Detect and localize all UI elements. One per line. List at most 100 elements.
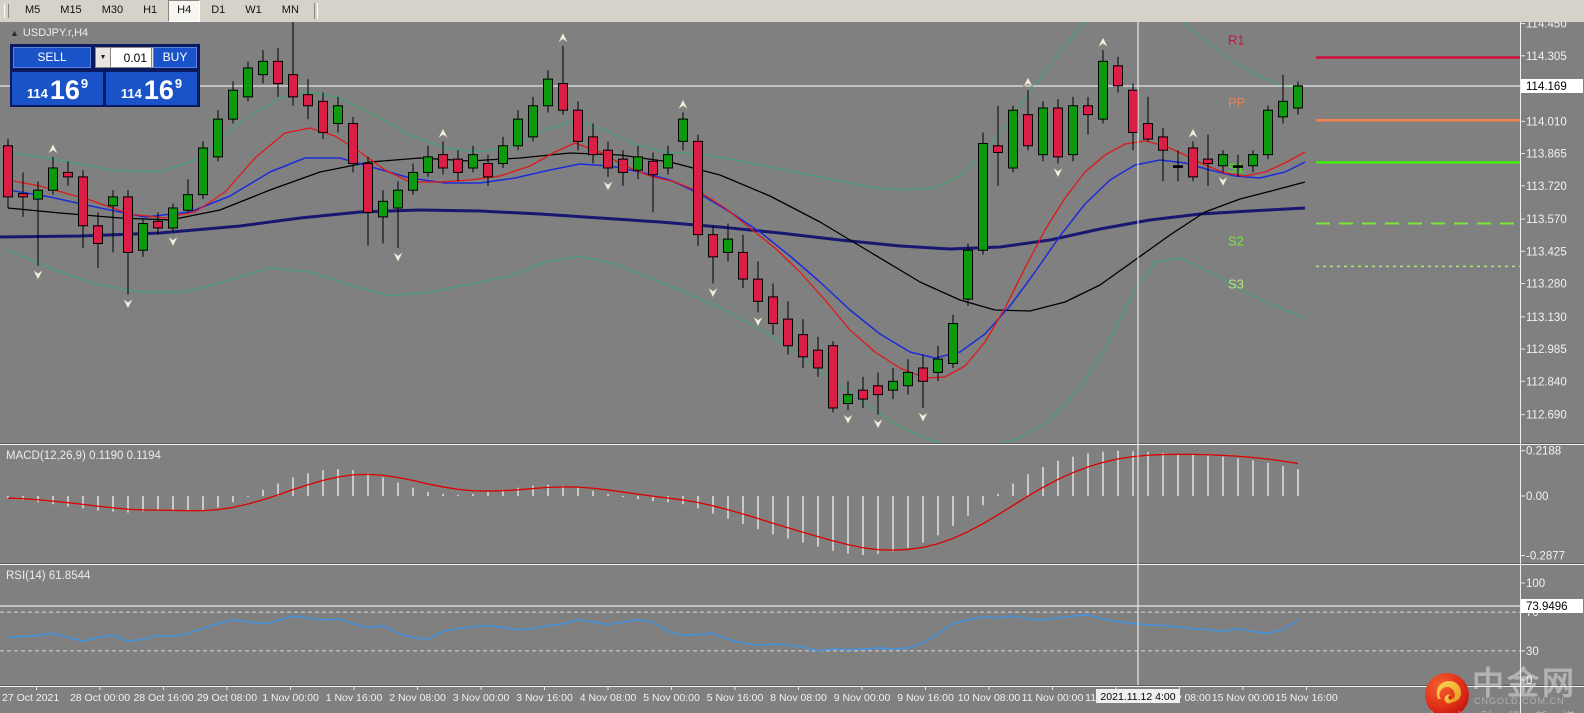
candle-body-up xyxy=(423,156,433,173)
candle-body-down xyxy=(483,163,493,178)
fractal-down-arrow-icon xyxy=(32,269,44,281)
time-tick-label: 29 Oct 08:00 xyxy=(197,692,257,704)
macd-histogram-bar xyxy=(1057,460,1059,496)
time-tick-label: 2 Nov 08:00 xyxy=(389,692,446,704)
pivot-label-S3: S3 xyxy=(1228,276,1244,291)
time-tick-label: 9 Nov 16:00 xyxy=(897,692,954,704)
macd-histogram-bar xyxy=(1042,467,1044,496)
macd-histogram-bar xyxy=(52,496,54,505)
macd-histogram-bar xyxy=(262,489,264,496)
macd-histogram-bar xyxy=(847,496,849,554)
macd-histogram-bar xyxy=(1177,453,1179,496)
candle-body-down xyxy=(18,193,28,198)
price-tick-label: 112.985 xyxy=(1526,344,1567,356)
candle-body-up xyxy=(468,154,478,169)
macd-histogram-bar xyxy=(1252,460,1254,496)
candle-body-up xyxy=(138,223,148,251)
candle-body-down xyxy=(1233,165,1243,168)
timeframe-button-H4[interactable]: H4 xyxy=(168,0,201,22)
chart-window[interactable]: ▲USDJPY.r,H4 SELL ▼ 0.01 ▲ BUY 114 16 9 … xyxy=(0,22,1584,713)
macd-histogram-bar xyxy=(82,496,84,509)
fractal-down-arrow-icon xyxy=(602,180,614,192)
candle-body-down xyxy=(1143,123,1153,140)
macd-histogram-bar xyxy=(712,496,714,514)
sell-button[interactable]: SELL xyxy=(13,47,91,68)
macd-histogram-bar xyxy=(232,496,234,503)
macd-histogram-bar xyxy=(412,487,414,496)
fractal-up-arrow-icon xyxy=(437,127,449,139)
macd-histogram-bar xyxy=(592,490,594,496)
toolbar-separator xyxy=(313,3,318,19)
candle-body-up xyxy=(513,118,523,147)
bid-price-display[interactable]: 114 16 9 xyxy=(12,72,103,105)
candle-body-down xyxy=(873,385,883,396)
timeframe-toolbar: M5 M15 M30 H1 H4 D1 W1 MN xyxy=(0,0,1584,23)
candle-body-up xyxy=(1218,154,1228,167)
macd-histogram-bar xyxy=(112,496,114,512)
chart-canvas[interactable]: R2R1PPS1S2S3114.450114.305114.010113.865… xyxy=(0,22,1584,713)
one-click-trading-panel: SELL ▼ 0.01 ▲ BUY 114 16 9 114 16 9 xyxy=(10,44,200,107)
volume-value[interactable]: 0.01 xyxy=(111,47,151,68)
candle-body-down xyxy=(1188,147,1198,178)
timeframe-button-M30[interactable]: M30 xyxy=(101,4,124,16)
candle-body-up xyxy=(33,189,43,200)
timeframe-button-M15[interactable]: M15 xyxy=(60,4,82,16)
candle-body-down xyxy=(1173,165,1183,168)
macd-label: MACD(12,26,9) 0.1190 0.1194 xyxy=(6,450,162,462)
macd-histogram-bar xyxy=(427,491,429,496)
fractal-down-arrow-icon xyxy=(752,316,764,328)
macd-histogram-bar xyxy=(652,496,654,502)
price-tick-label: 113.130 xyxy=(1526,312,1567,324)
fractal-down-arrow-icon xyxy=(1217,176,1229,188)
buy-button[interactable]: BUY xyxy=(153,47,197,68)
candle-body-down xyxy=(363,163,373,213)
macd-histogram-bar xyxy=(487,491,489,496)
macd-histogram-bar xyxy=(877,496,879,554)
candle-body-down xyxy=(648,160,658,176)
candle-body-down xyxy=(1128,89,1138,133)
ask-price-display[interactable]: 114 16 9 xyxy=(106,72,197,105)
candle-body-down xyxy=(1203,158,1213,165)
timeframe-button-M5[interactable]: M5 xyxy=(25,4,41,16)
macd-histogram-bar xyxy=(907,496,909,548)
candle-body-down xyxy=(798,334,808,358)
candle-body-down xyxy=(348,123,358,165)
timeframe-button-MN[interactable]: MN xyxy=(281,4,299,16)
volume-decrease-icon[interactable]: ▼ xyxy=(95,47,111,68)
candle-body-up xyxy=(678,118,688,142)
macd-histogram-bar xyxy=(757,496,759,530)
collapse-panel-icon[interactable]: ▲ xyxy=(10,28,19,38)
price-tick-label: 114.305 xyxy=(1526,51,1567,63)
candle-body-up xyxy=(228,89,238,120)
crosshair-value-text: 73.9496 xyxy=(1526,601,1568,613)
macd-histogram-bar xyxy=(247,496,249,497)
candle-body-down xyxy=(1083,105,1093,116)
macd-histogram-bar xyxy=(862,496,864,555)
timeframe-button-D1[interactable]: D1 xyxy=(211,4,226,16)
price-tick-label: 114.010 xyxy=(1526,116,1567,128)
macd-histogram-bar xyxy=(1237,458,1239,496)
macd-histogram-bar xyxy=(637,496,639,500)
time-tick-label: 15 Nov 16:00 xyxy=(1275,692,1338,704)
candle-body-up xyxy=(393,189,403,209)
rsi-panel xyxy=(0,605,1520,652)
macd-histogram-bar xyxy=(187,496,189,512)
macd-histogram-bar xyxy=(1297,469,1299,496)
time-tick-label: 1 Nov 00:00 xyxy=(262,692,319,704)
timeframe-button-W1[interactable]: W1 xyxy=(245,4,262,16)
macd-histogram-bar xyxy=(622,496,624,498)
candle-body-down xyxy=(783,318,793,347)
candle-body-up xyxy=(498,145,508,165)
candle-body-up xyxy=(168,207,178,229)
macd-histogram-bar xyxy=(577,487,579,496)
pivot-label-S2: S2 xyxy=(1228,234,1244,249)
toolbar-grip[interactable] xyxy=(4,4,9,18)
time-tick-label: 27 Oct 2021 xyxy=(2,692,59,704)
candle-body-down xyxy=(768,296,778,325)
candle-body-up xyxy=(903,371,913,387)
fractal-down-arrow-icon xyxy=(842,413,854,425)
macd-histogram-bar xyxy=(1012,483,1014,496)
timeframe-button-H1[interactable]: H1 xyxy=(143,4,158,16)
candle-body-down xyxy=(813,349,823,369)
fractal-down-arrow-icon xyxy=(167,236,179,248)
